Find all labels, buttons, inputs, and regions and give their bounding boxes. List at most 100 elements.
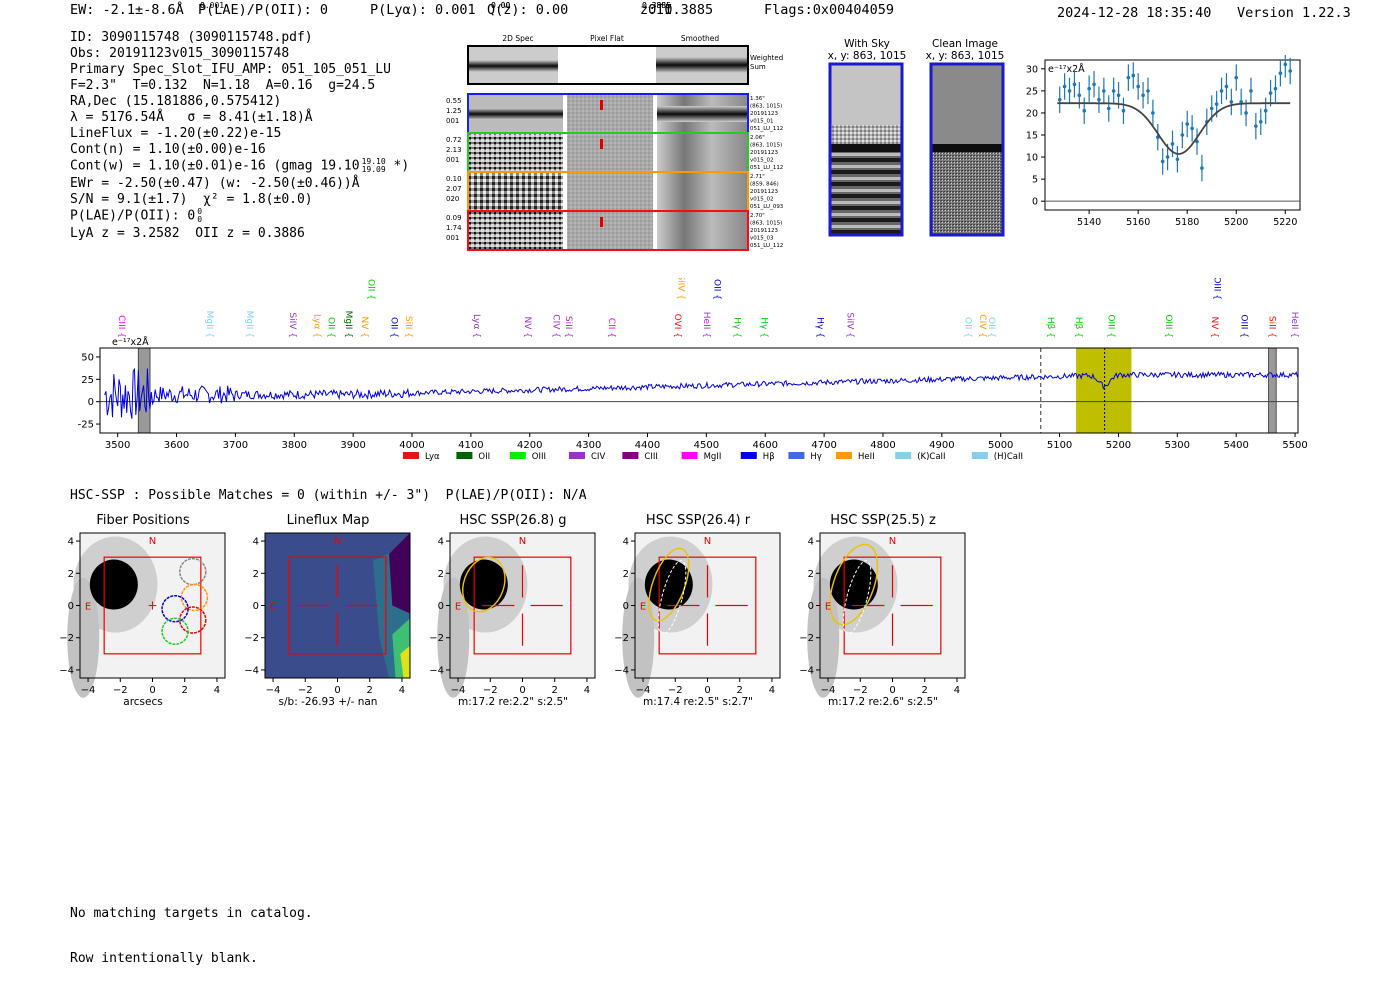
line-marker-oii: OII { <box>388 317 398 338</box>
legend-swatch <box>403 452 419 459</box>
x-tick-label: 4200 <box>517 440 542 451</box>
legend-label: Lyα <box>425 452 440 462</box>
x-tick-label: −4 <box>266 685 281 696</box>
row-right-label: (863, 1015) <box>750 143 782 149</box>
north-label: N <box>704 536 711 547</box>
y-tick-label: 50 <box>81 352 94 363</box>
plae-header-sup: 0 <box>200 1 205 10</box>
timestamp: 2024-12-28 18:35:40 <box>1057 5 1212 21</box>
data-point <box>1082 108 1087 113</box>
legend-swatch <box>569 452 585 459</box>
spec-2d-cutout <box>468 172 563 211</box>
row-right-label: 20191123 <box>750 111 778 117</box>
pixel-flat-cutout <box>567 211 653 250</box>
qz-sub: 0.00 <box>491 1 511 10</box>
line-fit-chart: 5140 5160 5180 5200 5220 0 5 10 15 20 25 30 e⁻¹⁷x2Å <box>1026 55 1301 228</box>
y-tick-label: 2 <box>253 569 259 580</box>
with-sky-title: With Sky x, y: 863, 1015 <box>822 38 912 62</box>
line-marker-hβ: Hβ { <box>1045 317 1055 338</box>
spec-slot: Primary Spec_Slot_IFU_AMP: 051_105_051_L… <box>70 62 391 77</box>
unit-label: e⁻¹⁷x2Å <box>1048 63 1085 75</box>
line-marker-heii: HeII { <box>1289 312 1299 338</box>
x-tick-label: 0 <box>704 685 710 696</box>
secondary-ellipse <box>842 560 872 635</box>
line-marker-siii: SiII { <box>1267 316 1277 338</box>
data-point <box>1244 111 1248 115</box>
x-tick-label: −2 <box>113 685 128 696</box>
cutout-title-4: HSC SSP(26.4) r <box>645 513 751 528</box>
z-readout: z: 0.3885 0.3885 0.3885 OII <box>640 2 713 19</box>
data-point <box>1175 157 1180 162</box>
line-marker-lyα: Lyα { <box>471 314 481 338</box>
x-tick-label: 4 <box>584 685 590 696</box>
legend-swatch <box>509 452 526 459</box>
row-left-label: 020 <box>446 195 459 203</box>
line-marker-heii: HeII { <box>701 312 711 338</box>
line-marker-siiv: SiIV { <box>845 312 855 338</box>
north-label: N <box>889 536 896 547</box>
line-marker-ovi: OVI { <box>672 314 682 338</box>
aperture-box <box>658 556 757 655</box>
x-tick-label: 4 <box>214 685 220 696</box>
weighted-label-2: Sum <box>750 63 766 71</box>
x-tick-label: 5140 <box>1077 217 1101 228</box>
y-tick-label: 0 <box>623 601 629 612</box>
spec-2d-cutout <box>468 133 563 172</box>
cutout-caption-2: s/b: -26.93 +/- nan <box>278 696 378 708</box>
aperture-box <box>843 556 942 655</box>
column-gap <box>653 172 657 211</box>
row-right-label: v015_01 <box>750 119 774 125</box>
data-point <box>1254 124 1258 128</box>
y-tick-label: 0 <box>438 601 444 612</box>
y-tick-label: 15 <box>1026 131 1038 142</box>
cutout-image-3: N E −4 −4 −2 −2 0 0 2 2 4 4 <box>430 532 596 698</box>
x-tick-label: 5160 <box>1126 217 1150 228</box>
row-right-label: v015_03 <box>750 236 774 242</box>
y-tick-label: 20 <box>1026 108 1038 119</box>
y-tick-label: −4 <box>800 665 814 676</box>
x-tick-label: 5300 <box>1165 440 1190 451</box>
row-right-label: 20191123 <box>750 228 778 234</box>
column-gap <box>653 133 657 172</box>
data-point <box>1106 106 1111 111</box>
x-tick-label: 5400 <box>1223 440 1248 451</box>
east-label: E <box>455 602 461 613</box>
data-point <box>1067 89 1072 93</box>
line-marker-oiii: OIII { <box>1163 314 1173 338</box>
data-point <box>1151 111 1155 115</box>
legend-label: CIII <box>644 452 657 462</box>
emission-highlight-band <box>1076 348 1132 433</box>
data-point <box>1214 102 1219 106</box>
x-tick-label: 3700 <box>223 440 248 451</box>
x-tick-label: 5500 <box>1282 440 1307 451</box>
row-left-label: 0.72 <box>446 136 462 144</box>
data-point <box>1180 133 1185 137</box>
data-point <box>1165 155 1170 159</box>
lineflux-low <box>389 533 410 614</box>
line-marker-civ: CIV { <box>977 314 987 338</box>
data-point <box>1200 166 1204 170</box>
bright-source <box>829 559 878 610</box>
line-marker-hγ: Hγ { <box>732 317 742 338</box>
line-marker-siii: SiII { <box>563 316 573 338</box>
plae-info-sub: 0 <box>197 215 203 224</box>
twod-row-2: 0.72 2.13 001 2.06" (863, 1015)20191123 v015_… <box>446 132 783 173</box>
fiber-circle <box>161 594 189 623</box>
full-spectrum-chart: 3500 3600 3700 3800 3900 4000 4100 4200 4300 4400… <box>78 278 1308 462</box>
line-marker-hγ: Hγ { <box>815 317 825 338</box>
data-point <box>1283 62 1288 67</box>
line-marker-oii: OII { <box>962 317 972 338</box>
detection-id: ID: 3090115748 (3090115748.pdf) <box>70 30 313 45</box>
line-marker-nv: NV { <box>359 317 369 338</box>
x-tick-label: 4 <box>769 685 775 696</box>
weighted-label-1: Weighted <box>750 54 783 62</box>
footer-line-1: No matching targets in catalog. <box>70 906 313 921</box>
spec-trace <box>468 108 563 120</box>
row-right-label: 051_LU_112 <box>750 126 783 132</box>
row-right-label: 051_LU_112 <box>750 165 783 171</box>
legend-swatch <box>895 452 912 459</box>
east-label: E <box>825 602 831 613</box>
legend-swatch <box>788 452 805 459</box>
data-point <box>1062 84 1067 89</box>
